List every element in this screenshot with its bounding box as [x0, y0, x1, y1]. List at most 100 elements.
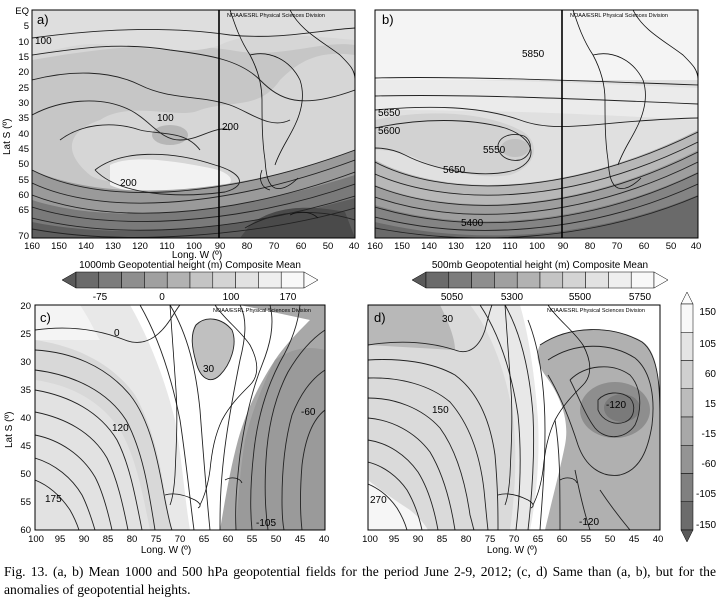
colorbar-swatch [680, 445, 694, 474]
panel-b-credit: NOAA/ESRL Physical Sciences Division [570, 13, 668, 19]
panel-d: d) NOAA/ESRL Physical Sciences Division … [362, 304, 664, 556]
panel-c-credit: NOAA/ESRL Physical Sciences Division [213, 308, 311, 314]
colorbar-tick-label: 5050 [441, 292, 464, 303]
panel-d-x-label: Long. W (º) [487, 545, 537, 556]
y-tick-label: EQ [15, 6, 29, 17]
panel-a-letter: a) [37, 12, 49, 27]
contour-label: 5600 [378, 126, 401, 137]
colorbar-500mb: 500mb Geopotential height (m) Composite … [411, 260, 669, 303]
x-tick-label: 50 [271, 534, 282, 545]
colorbar-swatch [680, 360, 694, 389]
x-tick-label: 55 [247, 534, 258, 545]
x-tick-label: 50 [605, 534, 616, 545]
x-tick-label: 150 [394, 241, 410, 252]
colorbar-swatch [448, 271, 472, 289]
contour-label: 5550 [483, 145, 506, 156]
panel-b: b) NOAA/ESRL Physical Sciences Division … [367, 9, 701, 252]
panel-c-contours [35, 305, 325, 530]
x-tick-label: 95 [389, 534, 400, 545]
panel-c: c) NOAA/ESRL Physical Sciences Division … [4, 301, 329, 556]
contour-label: -105 [256, 518, 276, 529]
panel-b-contours [375, 77, 698, 238]
x-tick-label: 70 [269, 241, 280, 252]
x-tick-label: 100 [362, 534, 378, 545]
contour-label: 30 [203, 364, 215, 375]
y-tick-label: 60 [18, 190, 29, 201]
x-tick-label: 40 [653, 534, 664, 545]
x-tick-label: 60 [223, 534, 234, 545]
y-tick-label: 45 [20, 441, 31, 452]
y-tick-label: 20 [18, 67, 29, 78]
colorbar-tick-label: 15 [705, 399, 717, 410]
y-tick-label: 30 [18, 98, 29, 109]
panel-a-credit: NOAA/ESRL Physical Sciences Division [227, 13, 325, 19]
contour-label: 200 [222, 122, 239, 133]
colorbar-tick-label: 60 [705, 369, 717, 380]
panel-c-contour-labels: 0 30 -60 120 175 -105 [45, 328, 316, 529]
y-tick-label: 25 [20, 329, 31, 340]
colorbar-tick-label: 100 [223, 292, 240, 303]
panel-a-field-top [32, 10, 355, 55]
panel-a: a) NOAA/ESRL Physical Sciences Division … [2, 6, 359, 261]
panel-b-x-ticks: 160 150 140 130 120 110 100 90 80 70 60 … [367, 241, 701, 252]
y-tick-label: 25 [18, 83, 29, 94]
x-tick-label: 110 [502, 241, 517, 252]
x-tick-label: 40 [319, 534, 330, 545]
colorbar-swatch [121, 271, 145, 289]
contour-label: 5650 [443, 165, 466, 176]
colorbar-tick-label: 170 [280, 292, 297, 303]
y-tick-label: 35 [18, 113, 29, 124]
x-tick-label: 65 [533, 534, 544, 545]
x-tick-label: 55 [581, 534, 592, 545]
panel-b-coastline [572, 10, 698, 189]
x-tick-label: 45 [629, 534, 640, 545]
y-tick-label: 65 [18, 205, 29, 216]
y-tick-label: 20 [20, 301, 31, 312]
panel-a-field-high [32, 10, 355, 185]
y-tick-label: 10 [18, 37, 29, 48]
panel-a-low-cell [152, 125, 188, 145]
panel-c-y-label: Lat S (º) [4, 412, 15, 448]
x-tick-label: 75 [485, 534, 496, 545]
x-tick-label: 60 [639, 241, 650, 252]
colorbar-tick-label: 5300 [501, 292, 524, 303]
x-tick-label: 80 [242, 241, 253, 252]
panel-d-letter: d) [374, 310, 386, 325]
x-tick-label: 100 [529, 241, 545, 252]
contour-label: 150 [432, 405, 449, 416]
x-tick-label: 50 [323, 241, 334, 252]
y-tick-label: 55 [18, 175, 29, 186]
colorbar-anomaly-swatches [680, 303, 694, 531]
colorbar-tick-label: 105 [699, 339, 716, 350]
x-tick-label: 40 [691, 241, 702, 252]
colorbar-title: 500mb Geopotential height (m) Composite … [432, 260, 648, 271]
y-tick-label: 30 [20, 357, 31, 368]
panel-d-coastline [497, 305, 591, 509]
contour-label: -120 [606, 400, 626, 411]
panel-d-credit: NOAA/ESRL Physical Sciences Division [547, 308, 645, 314]
panel-d-contours [368, 305, 660, 530]
colorbar-tick-label: 5500 [569, 292, 592, 303]
panel-c-y-ticks: 20 25 30 35 40 45 50 55 60 [20, 301, 31, 536]
colorbar-swatch [680, 303, 694, 333]
colorbar-swatch [680, 473, 694, 502]
colorbar-swatch [680, 501, 694, 531]
panel-c-positive-blob [192, 318, 235, 380]
contour-label: 30 [442, 314, 454, 325]
x-tick-label: 65 [199, 534, 210, 545]
colorbar-tick-label: -15 [702, 429, 717, 440]
x-tick-label: 70 [612, 241, 623, 252]
panel-a-y-ticks: EQ 5 10 15 20 25 30 35 40 45 50 55 60 65… [15, 6, 29, 242]
y-tick-label: 50 [20, 469, 31, 480]
colorbar-swatch [680, 332, 694, 361]
x-tick-label: 40 [349, 241, 360, 252]
colorbar-swatch [98, 271, 122, 289]
panel-b-contour-labels: 5850 5650 5600 5550 5650 5400 [378, 49, 545, 229]
colorbar-swatch [562, 271, 586, 289]
colorbar-swatch [516, 271, 541, 289]
panel-a-x-ticks: 160 150 140 130 120 110 100 90 80 70 60 … [24, 241, 359, 252]
x-tick-label: 60 [296, 241, 307, 252]
x-tick-label: 90 [215, 241, 226, 252]
colorbar-swatch [189, 271, 214, 289]
colorbar-swatch [235, 271, 259, 289]
